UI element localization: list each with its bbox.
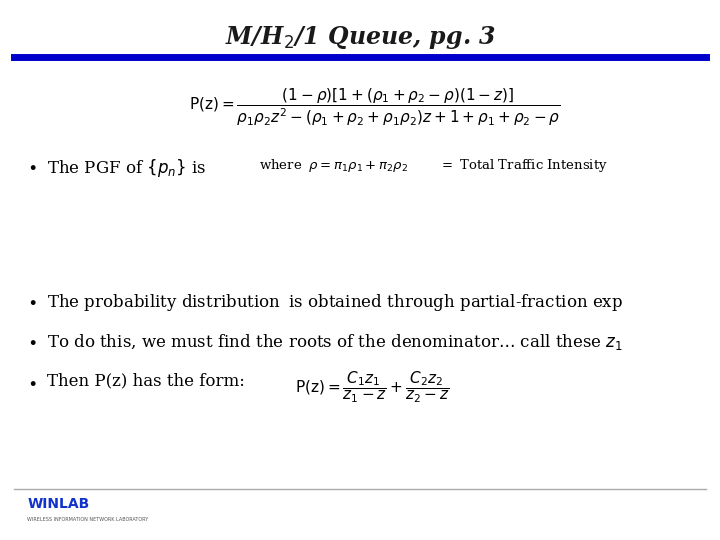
Text: To do this, we must find the roots of the denominator$\ldots$ call these $z_1$: To do this, we must find the roots of th… bbox=[47, 332, 623, 352]
Text: WIRELESS INFORMATION NETWORK LABORATORY: WIRELESS INFORMATION NETWORK LABORATORY bbox=[27, 517, 148, 522]
Text: $\mathrm{P(z)=}\dfrac{(1-\rho)[1+(\rho_1+\rho_2-\rho)(1-z)]}{\rho_1\rho_2 z^2-(\: $\mathrm{P(z)=}\dfrac{(1-\rho)[1+(\rho_1… bbox=[189, 86, 560, 128]
Text: $\bullet$: $\bullet$ bbox=[27, 373, 37, 390]
Text: $=$ Total Traffic Intensity: $=$ Total Traffic Intensity bbox=[439, 157, 608, 173]
Text: The PGF of $\{p_n\}$ is: The PGF of $\{p_n\}$ is bbox=[47, 157, 206, 179]
Text: The probability distribution$\;\;$is obtained through partial-fraction exp: The probability distribution$\;\;$is obt… bbox=[47, 292, 623, 313]
Text: WINLAB: WINLAB bbox=[27, 497, 89, 511]
Text: Then P(z) has the form:: Then P(z) has the form: bbox=[47, 373, 245, 389]
Text: M/H$_2$/1 Queue, pg. 3: M/H$_2$/1 Queue, pg. 3 bbox=[225, 24, 495, 51]
Text: where $\;\rho = \pi_1\rho_1 + \pi_2\rho_2$: where $\;\rho = \pi_1\rho_1 + \pi_2\rho_… bbox=[259, 157, 408, 173]
Text: $\bullet$: $\bullet$ bbox=[27, 332, 37, 350]
Text: $\bullet$: $\bullet$ bbox=[27, 292, 37, 309]
Text: $\mathrm{P(z)} = \dfrac{C_1 z_1}{z_1 - z} + \dfrac{C_2 z_2}{z_2 - z}$: $\mathrm{P(z)} = \dfrac{C_1 z_1}{z_1 - z… bbox=[295, 370, 450, 405]
Text: $\bullet$: $\bullet$ bbox=[27, 157, 37, 174]
